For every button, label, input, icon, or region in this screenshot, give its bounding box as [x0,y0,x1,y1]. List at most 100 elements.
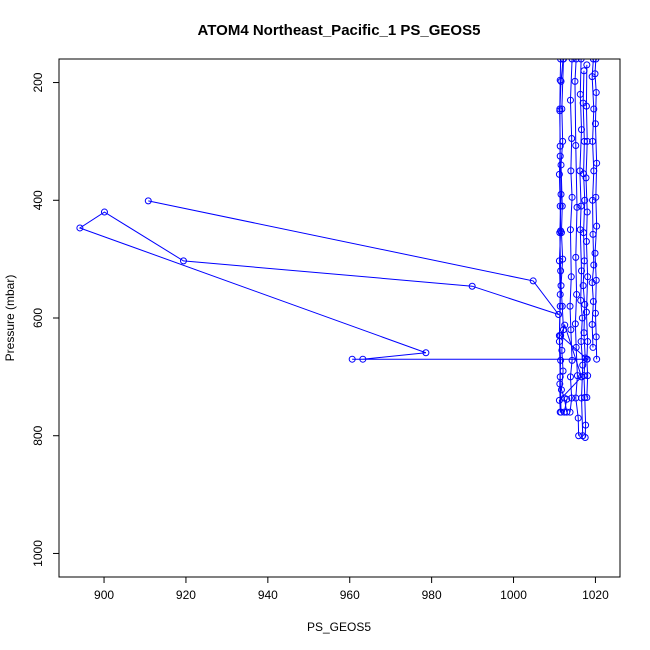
data-point [583,61,591,69]
data-point [566,408,574,416]
data-point [588,320,596,328]
data-point [566,302,574,310]
data-point [573,372,581,380]
data-point [557,267,565,275]
data-point [558,302,566,310]
data-point [571,77,579,85]
x-tick-label: 980 [422,588,442,602]
x-tick-label: 1000 [500,588,527,602]
data-point [583,137,591,145]
data-point [593,355,601,363]
data-point [572,253,580,261]
data-point [592,89,600,97]
data-point [568,193,576,201]
data-point [566,226,574,234]
data-point [557,77,565,85]
data-point [560,394,568,402]
series-group [76,59,601,441]
data-point [559,326,567,334]
y-tick-label: 600 [31,308,45,328]
plot-area [76,59,601,441]
x-tick-label: 960 [340,588,360,602]
data-point [557,161,565,169]
data-point [555,332,563,340]
data-point [561,321,569,329]
data-point [555,170,563,178]
data-point [557,356,565,364]
data-point [581,354,589,362]
series-line [574,59,580,436]
data-point [422,349,430,357]
y-tick-label: 400 [31,190,45,210]
data-point [589,59,597,63]
x-tick-label: 940 [258,588,278,602]
data-point [568,59,576,63]
data-point [556,202,564,210]
y-tick-label: 800 [31,425,45,445]
data-point [578,267,586,275]
data-point [574,414,582,422]
data-point [581,433,589,441]
data-point [557,59,565,63]
data-point [557,190,565,198]
data-point [579,282,587,290]
data-point [568,134,576,142]
data-point [359,355,367,363]
data-point [578,126,586,134]
data-point [567,326,575,334]
data-point [593,159,601,167]
data-point [573,290,581,298]
data-point [572,343,580,351]
data-point [557,282,565,290]
data-point [558,346,566,354]
data-point [584,273,592,281]
y-axis: 200 400 600 800 1000 [31,72,59,567]
data-point [567,273,575,281]
data-point [583,208,591,216]
data-point [590,261,598,269]
data-point [583,393,591,401]
data-point [592,276,600,284]
data-point [582,308,590,316]
x-tick-label: 920 [176,588,196,602]
data-point [568,394,576,402]
data-point [582,421,590,429]
data-point [573,203,581,211]
data-point [571,320,579,328]
data-point [591,249,599,257]
data-point [591,120,599,128]
data-point [566,96,574,104]
data-point [592,59,600,63]
x-axis: 900 920 940 960 980 1000 1020 [94,577,609,602]
data-point [581,196,589,204]
data-point [559,367,567,375]
data-point [468,282,476,290]
chart-title: ATOM4 Northeast_Pacific_1 PS_GEOS5 [198,22,481,39]
data-point [572,59,580,63]
data-point [582,102,590,110]
data-point [577,296,585,304]
series-line [78,59,589,413]
data-point [581,393,589,401]
data-point [558,202,566,210]
data-point [593,222,601,230]
data-point [579,361,587,369]
series-line [560,59,568,413]
series-line [594,59,598,360]
data-point [589,298,597,306]
data-point [556,290,564,298]
series-line [582,70,587,438]
data-point [100,208,108,216]
data-point [582,237,590,245]
y-tick-label: 1000 [31,540,45,567]
data-point [559,137,567,145]
data-point [556,408,564,416]
plot-frame [58,58,621,578]
x-tick-label: 900 [94,588,114,602]
data-point [348,355,356,363]
data-point [563,408,571,416]
data-point [584,338,592,346]
data-point [591,70,599,78]
series-line [585,64,589,398]
data-point [529,277,537,285]
